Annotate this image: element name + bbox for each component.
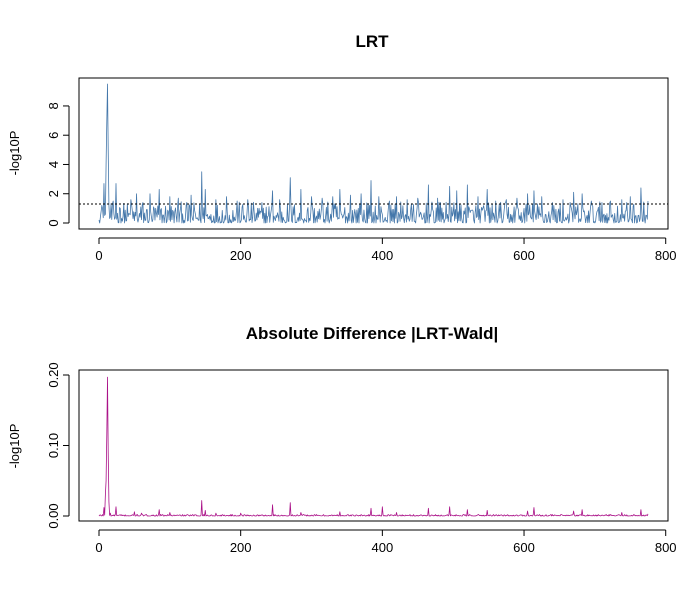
x-tick-label: 0 <box>95 248 102 263</box>
x-tick-label: 400 <box>372 540 394 555</box>
x-tick-label: 600 <box>513 248 535 263</box>
y-tick-label: 2 <box>46 190 61 197</box>
chart-title: Absolute Difference |LRT-Wald| <box>246 324 499 343</box>
y-tick-label: 0 <box>46 219 61 226</box>
x-tick-label: 200 <box>230 248 252 263</box>
x-tick-label: 800 <box>655 248 677 263</box>
y-tick-label: 4 <box>46 161 61 168</box>
x-tick-label: 200 <box>230 540 252 555</box>
x-tick-label: 400 <box>372 248 394 263</box>
y-tick-label: 8 <box>46 102 61 109</box>
panel-lrt: LRT -log10P 0 200 400 600 800 0 2 4 6 8 <box>7 32 677 263</box>
y-axis-label: -log10P <box>7 131 22 176</box>
series-line <box>98 83 649 224</box>
y-axis-label: -log10P <box>7 424 22 469</box>
plot-frame <box>78 77 669 230</box>
y-tick-label: 6 <box>46 132 61 139</box>
x-tick-label: 0 <box>95 540 102 555</box>
x-axis: 0 200 400 600 800 <box>95 529 677 555</box>
abs-diff-series <box>98 376 649 517</box>
panel-abs-diff: Absolute Difference |LRT-Wald| -log10P 0… <box>7 324 677 555</box>
y-tick-label: 0.00 <box>46 503 61 528</box>
y-axis: 0.00 0.10 0.20 <box>46 362 70 529</box>
y-axis: 0 2 4 6 8 <box>46 102 70 227</box>
y-tick-label: 0.10 <box>46 433 61 458</box>
y-tick-label: 0.20 <box>46 362 61 387</box>
plot-frame <box>78 369 669 522</box>
x-tick-label: 600 <box>513 540 535 555</box>
x-tick-label: 800 <box>655 540 677 555</box>
lrt-series <box>98 83 649 224</box>
series-line <box>98 376 649 517</box>
x-axis: 0 200 400 600 800 <box>95 237 677 263</box>
chart-title: LRT <box>355 32 389 51</box>
